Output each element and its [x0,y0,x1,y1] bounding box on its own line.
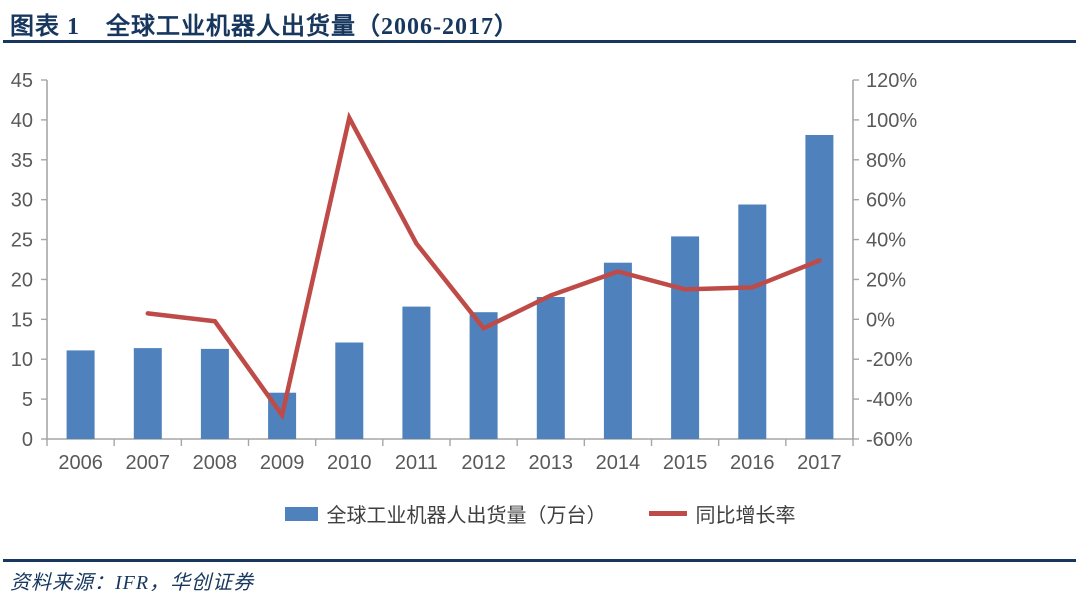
figure-label: 图表 1 [10,14,80,40]
x-axis-category-label: 2016 [730,452,775,474]
right-axis-tick-label: -20% [866,349,913,371]
left-axis-tick-label: 10 [11,349,33,371]
left-axis-tick-label: 20 [11,269,33,291]
left-axis-tick-label: 15 [11,309,33,331]
bar-2008 [200,348,229,439]
bar-2014 [603,262,632,439]
left-axis-tick-label: 45 [11,70,33,92]
x-axis-category-label: 2014 [596,452,641,474]
bar-2011 [402,306,431,439]
bar-2012 [469,312,498,439]
figure-name: 全球工业机器人出货量（2006-2017） [106,14,519,40]
chart-legend: 全球工业机器人出货量（万台） 同比增长率 [0,499,1080,528]
source-note: 资料来源：IFR，华创证券 [10,572,255,594]
bar-2016 [738,204,767,439]
bar-2006 [66,350,95,439]
bar-2015 [671,236,700,439]
x-axis-category-label: 2008 [193,452,238,474]
right-axis-tick-label: -60% [866,429,913,451]
x-axis-category-label: 2006 [58,452,103,474]
legend-item-line-series: 同比增长率 [648,499,796,528]
right-axis-tick-label: 80% [866,150,906,172]
bar-series-label: 全球工业机器人出货量（万台） [326,505,607,527]
line-series-label: 同比增长率 [695,505,796,527]
bar-2010 [335,342,364,439]
footer-divider-rule [3,559,1076,562]
line-series-swatch-icon [648,511,687,516]
growth-rate-line [145,111,822,421]
bar-2017 [805,135,834,439]
x-axis-category-label: 2017 [797,452,842,474]
left-axis-tick-label: 30 [11,190,33,212]
x-axis-category-label: 2011 [395,452,438,474]
left-axis-tick-label: 40 [11,110,33,132]
x-axis-category-label: 2007 [126,452,171,474]
bar-series-swatch-icon [284,506,318,521]
bar-2013 [536,297,565,439]
right-axis-tick-label: 20% [866,269,906,291]
legend-item-bar-series: 全球工业机器人出货量（万台） [284,499,607,528]
robot-shipments-combo-chart: 0 5 10 15 20 25 30 35 40 45 -60% -40% -20% 0% 20% 40% 60… [11,70,918,474]
right-axis-tick-label: 0% [866,309,895,331]
left-axis-tick-label: 5 [22,389,33,411]
left-axis-tick-label: 0 [22,429,33,451]
bar-2007 [133,348,162,439]
x-axis-category-label: 2012 [461,452,506,474]
right-axis-tick-label: 40% [866,230,906,252]
x-axis-category-label: 2010 [327,452,372,474]
right-axis-tick-label: 100% [866,110,917,132]
x-axis-category-label: 2015 [663,452,708,474]
right-axis-tick-label: -40% [866,389,913,411]
title-underline-rule [3,40,1076,43]
x-axis-category-label: 2013 [529,452,574,474]
right-axis-tick-label: 60% [866,190,906,212]
figure-title: 图表 1 全球工业机器人出货量（2006-2017） [10,6,519,41]
right-axis-tick-label: 120% [866,70,917,92]
left-axis-tick-label: 25 [11,230,33,252]
left-axis-tick-label: 35 [11,150,33,172]
x-axis-category-label: 2009 [260,452,305,474]
